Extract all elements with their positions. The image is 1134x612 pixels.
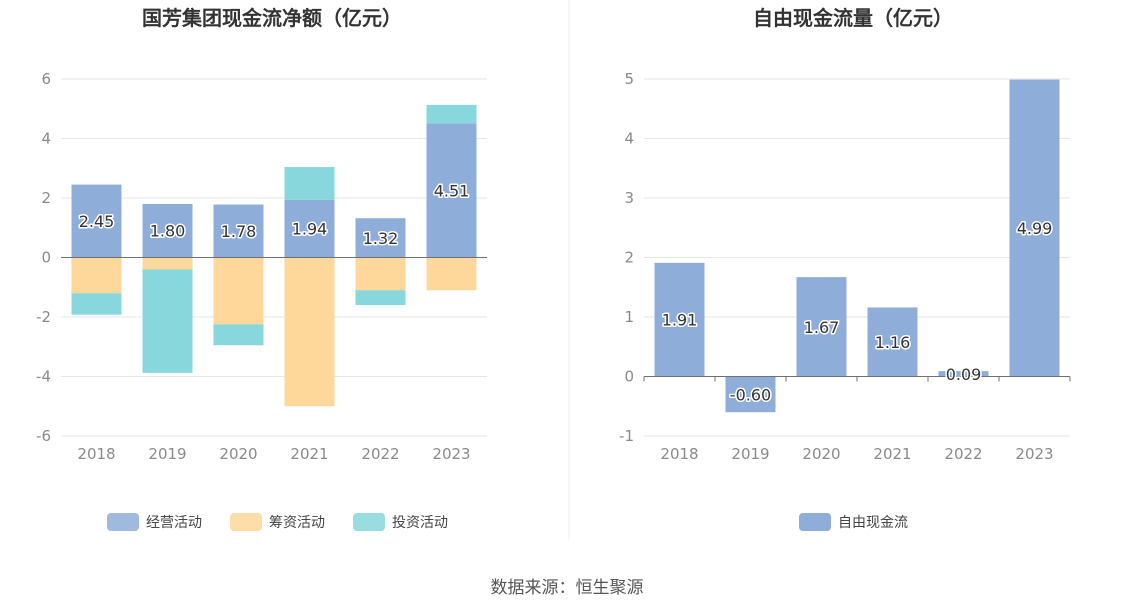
bar-筹资活动-2018 [71,257,122,294]
data-label: -0.60 [730,385,771,404]
data-label: 2.45 [79,212,115,231]
data-label: 1.80 [150,222,186,241]
bar-经营活动-2018 [71,184,122,258]
y-tick-label: 6 [41,70,51,88]
y-tick-label: -2 [36,308,51,326]
legend-item[interactable]: 经营活动 [107,513,202,531]
y-tick-label: 2 [41,189,51,207]
data-label: 1.16 [875,333,911,352]
data-label: 1.32 [363,229,399,248]
y-tick-label: 5 [624,70,634,88]
y-tick-label: 0 [41,249,51,267]
y-tick-label: -1 [619,427,634,445]
data-label: 1.67 [804,318,840,337]
bar-自由现金流-2020 [796,277,847,377]
bar-投资活动-2020 [213,324,264,346]
bar-自由现金流-2019 [725,376,776,413]
chart-canvas: 国芳集团现金流净额（亿元） -6 -4 -2 0 2 4 6 2.45 1.80 1.78 1.94 1… [36,0,1071,540]
left-chart-cash-flow: 国芳集团现金流净额（亿元） -6 -4 -2 0 2 4 6 2.45 1.80 1.78 1.94 1… [36,6,487,531]
data-label: 4.99 [1017,219,1053,238]
legend-swatch [799,513,831,531]
bar-经营活动-2022 [355,218,406,258]
legend-item[interactable]: 筹资活动 [230,513,325,531]
x-tick-label: 2022 [944,445,982,463]
bar-投资活动-2019 [142,269,193,373]
x-tick-label: 2020 [219,445,257,463]
x-tick-label: 2021 [873,445,911,463]
bar-自由现金流-2022 [938,371,989,377]
y-tick-label: 1 [624,308,634,326]
bar-自由现金流-2021 [867,307,918,377]
bar-自由现金流-2018 [654,262,705,377]
bar-经营活动-2019 [142,203,193,258]
data-label: 1.78 [221,222,257,241]
bar-筹资活动-2019 [142,257,193,270]
data-label: 1.91 [662,311,698,330]
y-tick-label: 4 [41,130,51,148]
bar-经营活动-2023 [426,123,477,258]
legend-swatch [107,513,139,531]
legend-item[interactable]: 投资活动 [353,513,448,531]
right-chart-free-cash-flow: 自由现金流量（亿元） -1 0 1 2 3 4 5 1.91 -0.60 1.67 1.16 0.09 4… [619,6,1071,531]
x-tick-label: 2022 [361,445,399,463]
legend-label: 筹资活动 [269,514,325,531]
legend-label: 自由现金流 [838,515,908,531]
data-label: 0.09 [946,365,982,384]
bar-筹资活动-2020 [213,257,264,325]
bar-经营活动-2020 [213,204,264,258]
bar-投资活动-2023 [426,104,477,124]
y-tick-label: -6 [36,427,51,445]
data-label: 1.94 [292,220,328,239]
legend-swatch [230,513,262,531]
chart-title: 国芳集团现金流净额（亿元） [142,6,402,30]
y-tick-label: 3 [624,189,634,207]
x-tick-label: 2019 [148,445,186,463]
x-tick-label: 2020 [802,445,840,463]
y-tick-label: 2 [624,249,634,267]
bar-投资活动-2021 [284,167,335,200]
y-tick-label: 4 [624,130,634,148]
y-tick-label: -4 [36,368,51,386]
x-tick-label: 2023 [1015,445,1053,463]
legend-swatch [353,513,385,531]
legend-label: 经营活动 [146,515,202,531]
data-label: 4.51 [434,181,470,200]
bar-经营活动-2021 [284,199,335,258]
chart-title: 自由现金流量（亿元） [753,6,953,30]
x-tick-label: 2021 [290,445,328,463]
bar-自由现金流-2023 [1009,79,1060,377]
bar-筹资活动-2023 [426,257,477,291]
x-tick-label: 2023 [432,445,470,463]
bar-筹资活动-2021 [284,257,335,407]
x-tick-label: 2018 [77,445,115,463]
legend-item[interactable]: 自由现金流 [799,513,908,531]
x-tick-label: 2019 [731,445,769,463]
y-tick-label: 0 [624,368,634,386]
bar-筹资活动-2022 [355,257,406,291]
legend-label: 投资活动 [392,515,448,531]
x-tick-label: 2018 [660,445,698,463]
bar-投资活动-2022 [355,290,406,306]
data-source-note: 数据来源：恒生聚源 [490,578,644,598]
bar-投资活动-2018 [71,293,122,315]
